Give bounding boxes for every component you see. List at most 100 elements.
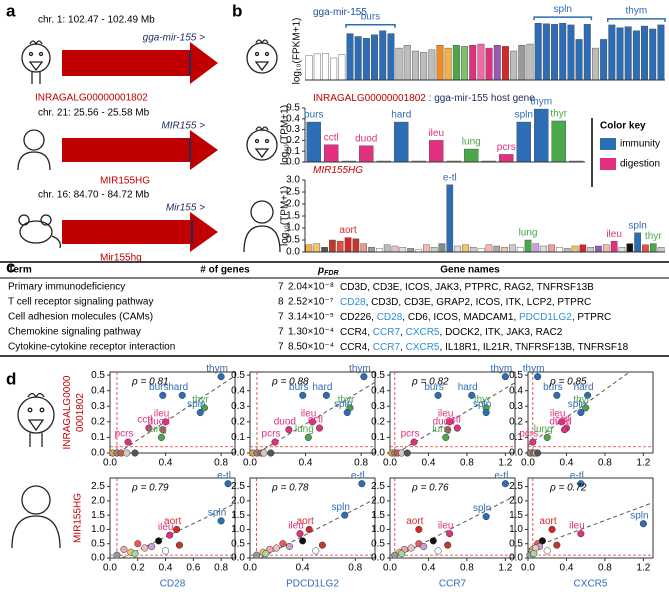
rho-label: ρ = 0.81 (131, 377, 169, 388)
y-tick-label: 2.0 (371, 495, 385, 506)
y-tick-label: 0.1 (509, 432, 523, 443)
gene: CD226 (340, 312, 372, 323)
bar (526, 43, 534, 81)
point (415, 525, 423, 533)
gene: CD3D (340, 282, 367, 293)
point (155, 537, 163, 545)
point-label: pcrs (519, 429, 538, 440)
point (141, 544, 149, 552)
bar (430, 246, 438, 253)
y-tick-label: 0.0 (91, 553, 105, 564)
point-label: spln (630, 510, 648, 521)
p-value: 2.52×10⁻⁷ (288, 297, 334, 308)
point (162, 418, 170, 426)
point (434, 391, 442, 399)
panel-label: a (6, 1, 16, 20)
human-icon (11, 485, 61, 549)
point (639, 520, 647, 528)
y-axis-label: INRAGALG0000 (62, 375, 73, 449)
title-part: : gga-mir-155 host gene (426, 93, 535, 104)
x-axis-label: PDCD1LG2 (286, 579, 339, 590)
bar (571, 245, 579, 253)
bracket-label: spln (554, 4, 572, 15)
x-tick-label: 0.4 (299, 458, 313, 469)
gene-label: INRAGALG00000001802 (35, 93, 148, 104)
panel-label: c (6, 257, 15, 276)
y-axis-label: log₁₀(FPKM+1) (292, 18, 303, 85)
point (305, 525, 313, 533)
point-label: hard (574, 382, 594, 393)
bar (362, 38, 370, 81)
point-label: aort (297, 516, 314, 527)
point-label: duod (433, 416, 455, 427)
bar (338, 54, 346, 81)
y-tick-label: 0.5 (91, 538, 105, 549)
y-tick-label: 0.5 (371, 370, 385, 381)
point (134, 540, 142, 548)
bar (395, 47, 403, 81)
point (296, 530, 304, 538)
bar (352, 238, 360, 253)
bracket-label: burs (361, 11, 380, 22)
bar (509, 244, 516, 253)
bar-label: cctl (324, 132, 339, 143)
gene: CD3E (373, 282, 400, 293)
x-tick-label: 0.0 (383, 458, 397, 469)
point-label: hard (312, 382, 332, 393)
point (173, 525, 181, 533)
point-label: ileu (550, 408, 566, 419)
gene: PDCD1LG2 (519, 312, 572, 323)
x-tick-label: 0.4 (560, 563, 574, 574)
x-tick-label: 0.8 (214, 563, 228, 574)
y-tick-label: 1.5 (231, 510, 245, 521)
human-icon (243, 200, 281, 253)
bar (516, 246, 524, 253)
bar (420, 51, 428, 81)
gene-arrow (62, 42, 218, 84)
bar (649, 243, 657, 253)
rho-label: ρ = 0.82 (411, 377, 449, 388)
point (429, 537, 437, 545)
bar-label: thyr (550, 109, 567, 120)
bar (608, 24, 616, 81)
plot-frame (109, 477, 236, 559)
point-label: aort (539, 516, 556, 527)
point (200, 404, 208, 412)
y-tick-label: 0.4 (286, 113, 300, 124)
point (534, 373, 542, 381)
y-tick-label: 0.0 (231, 448, 245, 459)
y-tick-label: 0.4 (509, 385, 523, 396)
gene: CCR7 (373, 327, 401, 338)
y-tick-label: 2.5 (231, 481, 245, 492)
gene: TNFRSF18 (578, 342, 629, 353)
gene-label: MIR155HG (100, 176, 150, 187)
bar (595, 245, 602, 253)
bar (600, 39, 608, 81)
y-tick-label: 0.1 (231, 432, 245, 443)
table-header: # of genes (200, 265, 250, 276)
point-label: spln (473, 503, 491, 514)
point (224, 480, 232, 488)
y-tick-label: 1.0 (91, 524, 105, 535)
bar (452, 45, 460, 81)
point (162, 547, 170, 555)
fit-line (527, 502, 654, 550)
point-label: thyr (338, 394, 355, 405)
point (262, 550, 270, 558)
table-header: Term (8, 265, 32, 276)
bar-label: burs (304, 110, 323, 121)
chart-title: MIR155HG (313, 165, 363, 176)
point-label: spln (332, 502, 350, 513)
bar (485, 244, 493, 253)
point-label: spln (473, 399, 491, 410)
bar (403, 45, 411, 81)
chicken-icon (21, 40, 51, 84)
y-tick-label: 0.5 (286, 235, 300, 246)
bar (422, 244, 430, 253)
y-axis-label: 0001802 (75, 393, 86, 432)
point (217, 517, 225, 525)
p-symbol: p (317, 265, 324, 276)
point (442, 433, 450, 441)
plot-frame (249, 477, 376, 559)
point-label: hard (458, 382, 478, 393)
